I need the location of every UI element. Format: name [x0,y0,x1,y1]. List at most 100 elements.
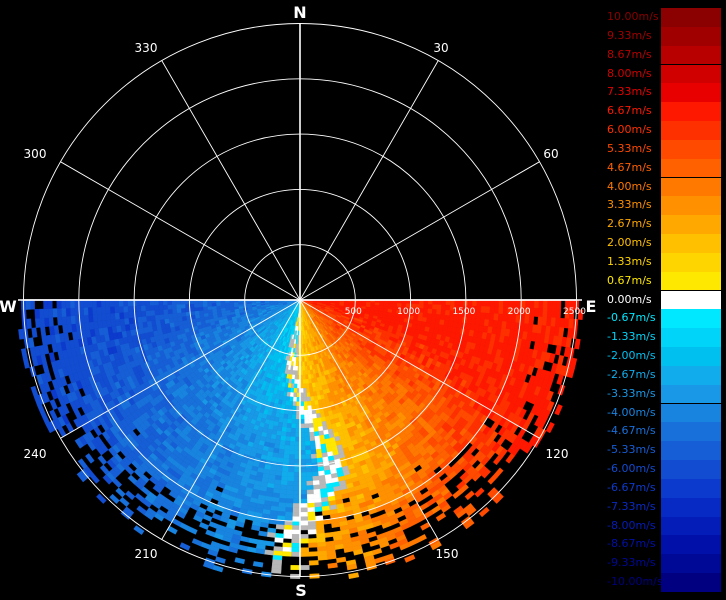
velocity-cell [304,445,311,451]
velocity-cell [279,484,288,490]
velocity-cell [383,302,389,307]
velocity-cell [292,516,301,522]
velocity-cell [277,510,286,517]
velocity-cell [556,374,564,386]
velocity-cell [472,299,478,307]
velocity-cell [303,418,309,425]
velocity-cell [445,304,451,311]
velocity-cell [293,379,298,385]
velocity-cell [480,312,486,320]
velocity-cell [282,542,292,548]
velocity-cell [293,472,301,478]
velocity-cell [299,538,309,544]
velocity-cell [288,454,295,460]
velocity-cell [308,542,318,548]
velocity-cell [454,299,460,306]
velocity-cell [287,414,293,420]
velocity-cell [494,299,500,308]
velocity-cell [534,299,540,309]
velocity-cell [523,442,533,454]
velocity-cell [305,458,312,464]
velocity-cell [289,396,294,402]
velocity-cell [304,432,310,438]
velocity-cell [303,396,308,402]
velocity-cell [435,512,447,522]
velocity-cell [191,538,203,547]
velocity-cell [303,414,309,420]
velocity-cell [324,531,334,538]
velocity-cell [287,467,295,473]
velocity-cell [533,307,539,317]
velocity-cell [313,493,322,499]
velocity-cell [293,481,301,487]
velocity-cell [285,493,294,500]
velocity-cell [286,489,294,495]
velocity-cell [285,431,291,438]
velocity-cell [284,444,291,451]
velocity-cell [310,449,317,455]
velocity-cell [292,511,301,518]
velocity-cell [331,521,341,529]
velocity-cell [307,414,313,420]
velocity-cell [307,507,316,513]
velocity-cell [303,410,309,416]
velocity-cell [294,454,301,460]
velocity-cell [302,365,306,371]
velocity-cell [279,439,286,446]
velocity-cell [286,422,292,429]
velocity-cell [481,468,491,479]
velocity-cell [312,422,319,428]
velocity-cell [312,418,318,424]
velocity-cell [455,508,467,519]
velocity-cell [205,529,216,538]
velocity-cell [307,405,312,411]
velocity-cell [312,480,320,486]
velocity-cell [284,507,293,513]
velocity-cell [292,396,297,402]
velocity-cell [366,531,377,539]
velocity-cell [299,534,309,540]
velocity-cell [292,405,297,411]
velocity-cell [305,467,313,473]
velocity-cell [302,370,306,376]
velocity-cell [284,436,291,442]
velocity-cell [480,306,486,314]
velocity-cell [99,464,110,475]
velocity-cell [374,556,386,564]
velocity-cell [371,547,383,556]
velocity-cell [305,471,313,478]
velocity-cell [502,313,508,322]
velocity-cell [299,520,309,526]
velocity-cell [314,506,323,513]
velocity-cell [307,511,316,517]
velocity-cell [551,308,557,319]
velocity-cell [422,308,429,314]
velocity-cell [279,488,287,495]
velocity-cell [348,572,360,580]
velocity-cell [293,383,298,389]
velocity-cell [290,423,296,429]
velocity-cell [493,313,499,322]
velocity-cell [214,556,226,564]
velocity-cell [306,485,314,491]
velocity-cell [476,305,482,313]
velocity-cell [212,564,224,573]
velocity-cell [299,516,308,522]
velocity-cell [288,458,295,464]
velocity-cell [290,547,301,553]
velocity-cell [286,485,294,491]
velocity-cell [307,515,316,522]
velocity-cell [381,521,392,529]
velocity-cell [463,519,475,530]
velocity-cell [474,487,485,498]
velocity-cell [49,399,58,411]
velocity-cell [299,565,310,571]
velocity-cell [292,392,298,398]
velocity-cell [299,481,307,487]
velocity-cell [299,467,307,473]
velocity-cell [305,383,310,389]
velocity-cell [308,551,319,557]
velocity-cell [287,476,295,482]
velocity-cell [309,444,316,451]
velocity-cell [275,524,285,530]
